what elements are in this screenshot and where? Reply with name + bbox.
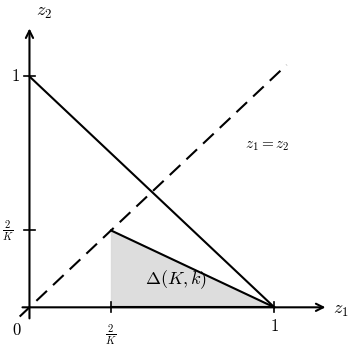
Text: $1$: $1$ [11,68,20,86]
Text: $\frac{2}{K}$: $\frac{2}{K}$ [2,218,14,243]
Text: $1$: $1$ [270,316,279,334]
Text: $0$: $0$ [12,321,22,339]
Text: $z_1$: $z_1$ [333,301,349,319]
Text: $\Delta(K, k)$: $\Delta(K, k)$ [145,268,207,291]
Text: $\frac{2}{K}$: $\frac{2}{K}$ [105,322,117,347]
Polygon shape [111,231,274,307]
Text: $z_2$: $z_2$ [36,3,52,21]
Text: $z_1 = z_2$: $z_1 = z_2$ [245,138,289,153]
